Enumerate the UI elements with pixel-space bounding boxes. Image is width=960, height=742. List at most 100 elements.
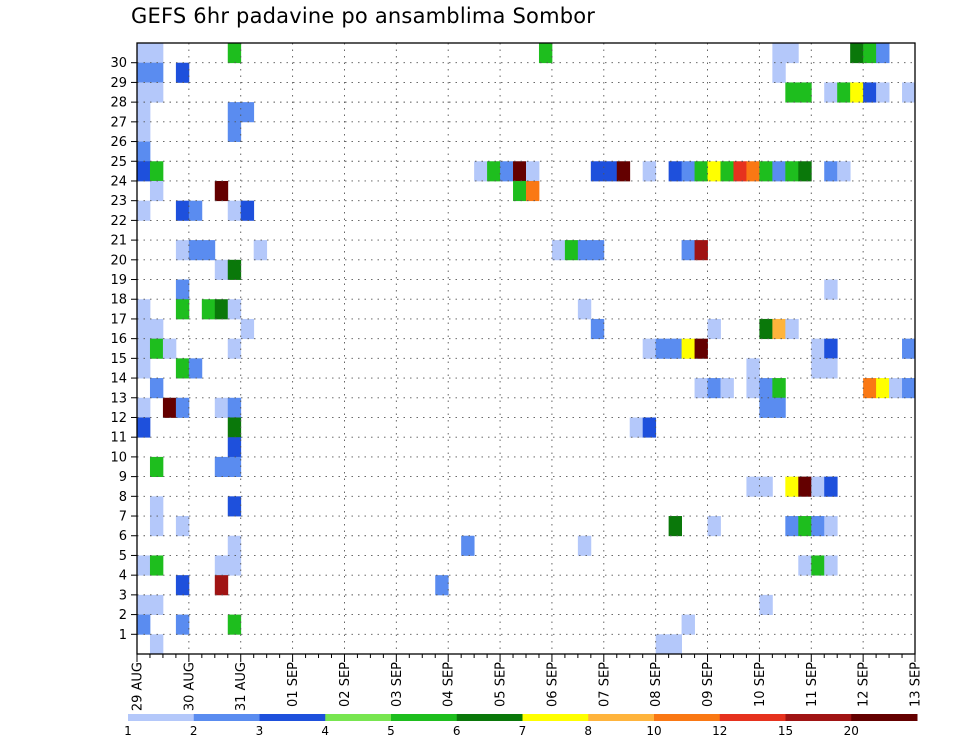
cell-92 — [162, 338, 177, 359]
x-tick-label-12: 10 SEP — [753, 662, 768, 707]
cell-38 — [616, 161, 631, 182]
cell-136 — [785, 476, 799, 497]
cell-59 — [188, 200, 203, 221]
colorbar-label-6: 6 — [453, 724, 461, 738]
cell-157 — [798, 555, 812, 576]
cell-121 — [175, 397, 190, 418]
cell-2 — [227, 43, 242, 64]
cells-layer — [137, 43, 916, 655]
cell-30 — [149, 161, 164, 182]
cell-63 — [188, 240, 203, 261]
cell-44 — [720, 161, 734, 182]
cell-109 — [694, 378, 708, 399]
cell-117 — [889, 378, 903, 399]
cell-110 — [707, 378, 721, 399]
labels-layer: 1234567891011121314151617181920212223242… — [110, 56, 923, 711]
cell-113 — [759, 378, 773, 399]
x-tick-label-9: 07 SEP — [597, 662, 612, 707]
x-tick-label-14: 12 SEP — [857, 662, 872, 707]
cell-42 — [694, 161, 708, 182]
cell-25 — [240, 102, 255, 123]
colorbar-label-15: 15 — [778, 724, 793, 738]
cell-62 — [175, 240, 190, 261]
colorbar-label-1: 1 — [124, 724, 132, 738]
cell-65 — [253, 240, 268, 261]
cell-13 — [137, 82, 151, 103]
cell-6 — [850, 43, 864, 64]
cell-158 — [811, 555, 825, 576]
cell-71 — [694, 240, 708, 261]
cell-12 — [772, 62, 786, 83]
cell-26 — [137, 121, 151, 142]
colorbar-swatch-11 — [785, 714, 852, 721]
cell-50 — [798, 161, 812, 182]
cell-119 — [137, 397, 151, 418]
cell-36 — [590, 161, 605, 182]
cell-55 — [526, 180, 540, 202]
cell-143 — [175, 516, 190, 537]
cell-133 — [227, 456, 242, 478]
cell-45 — [733, 161, 747, 182]
x-tick-label-8: 06 SEP — [545, 662, 560, 707]
cell-166 — [137, 614, 151, 635]
y-tick-label-28: 28 — [110, 96, 127, 111]
cell-132 — [214, 456, 229, 478]
cell-156 — [227, 555, 242, 576]
cell-164 — [149, 594, 164, 615]
colorbar-label-7: 7 — [519, 724, 527, 738]
cell-85 — [590, 318, 605, 340]
cell-73 — [227, 259, 242, 280]
colorbar-swatch-3 — [259, 714, 326, 721]
x-tick-label-1: 30 AUG — [182, 662, 197, 711]
y-tick-label-25: 25 — [110, 155, 127, 170]
cell-111 — [720, 378, 734, 399]
cell-11 — [175, 62, 190, 83]
cell-142 — [149, 516, 164, 537]
x-tick-label-0: 29 AUG — [131, 662, 146, 711]
cell-29 — [137, 161, 151, 182]
y-tick-label-12: 12 — [110, 411, 127, 426]
cell-69 — [590, 240, 605, 261]
cell-24 — [227, 102, 242, 123]
cell-141 — [227, 496, 242, 517]
y-tick-label-14: 14 — [110, 372, 127, 387]
cell-16 — [798, 82, 812, 103]
colorbar-swatch-8 — [588, 714, 655, 721]
cell-34 — [513, 161, 527, 182]
cell-125 — [772, 397, 786, 418]
y-tick-label-27: 27 — [110, 115, 127, 130]
cell-112 — [746, 378, 760, 399]
cell-122 — [214, 397, 229, 418]
cell-135 — [759, 476, 773, 497]
colorbar-swatch-10 — [719, 714, 786, 721]
cell-168 — [227, 614, 242, 635]
cell-5 — [785, 43, 799, 64]
cell-126 — [137, 417, 151, 438]
cell-134 — [746, 476, 760, 497]
cell-108 — [149, 378, 164, 399]
y-tick-label-6: 6 — [119, 529, 127, 544]
cell-84 — [240, 318, 255, 340]
cell-137 — [798, 476, 812, 497]
colorbar-swatch-4 — [325, 714, 392, 721]
cell-153 — [137, 555, 151, 576]
y-tick-label-19: 19 — [110, 273, 127, 288]
y-tick-label-3: 3 — [119, 588, 127, 603]
cell-138 — [811, 476, 825, 497]
y-tick-label-15: 15 — [110, 352, 127, 367]
cell-3 — [538, 43, 553, 64]
cell-58 — [175, 200, 190, 221]
cell-81 — [577, 299, 592, 320]
cell-98 — [694, 338, 708, 359]
cell-131 — [149, 456, 164, 478]
colorbar-label-10: 10 — [646, 724, 661, 738]
cell-95 — [655, 338, 670, 359]
cell-161 — [214, 575, 229, 596]
cell-100 — [824, 338, 838, 359]
cell-91 — [149, 338, 164, 359]
cell-15 — [785, 82, 799, 103]
y-tick-label-8: 8 — [119, 490, 127, 505]
cell-56 — [214, 180, 229, 202]
ticks-layer — [131, 62, 916, 662]
